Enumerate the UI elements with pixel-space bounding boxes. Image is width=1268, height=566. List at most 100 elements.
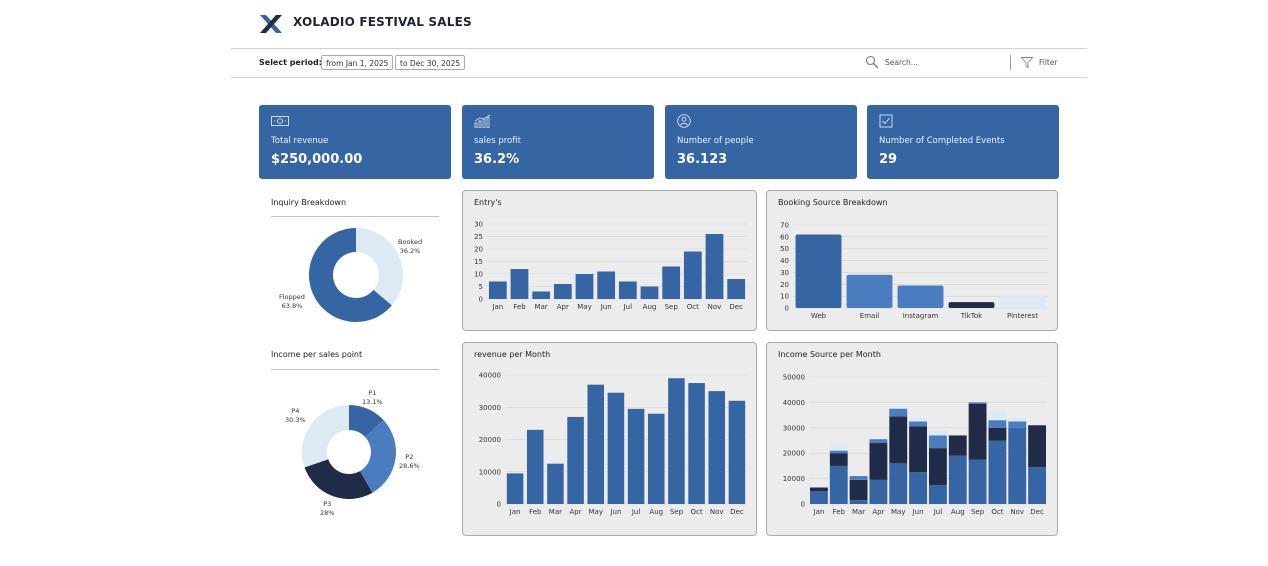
y-tick-label: 30000 <box>783 424 805 432</box>
kpi-sales-profit: sales profit 36.2% <box>462 105 654 179</box>
kpi-label: Total revenue <box>271 136 329 146</box>
bar-segment <box>1028 425 1047 468</box>
bar-segment <box>988 440 1007 504</box>
bar-segment <box>928 430 947 436</box>
bar-segment <box>928 448 947 485</box>
bar-segment <box>909 472 928 504</box>
slice-name: P1 <box>368 389 377 397</box>
growth-chart-icon <box>474 114 491 128</box>
slice-name: P2 <box>405 453 414 461</box>
bar <box>999 296 1046 308</box>
search-icon[interactable] <box>865 55 879 69</box>
x-tick-label: Dec <box>730 508 744 516</box>
slice-percent: 36.2% <box>399 247 421 255</box>
x-tick-label: Aug <box>951 508 965 516</box>
bar-segment <box>869 443 888 480</box>
slice-name: Flopped <box>279 293 305 301</box>
toolbar-separator <box>1010 55 1011 70</box>
x-tick-label: Oct <box>691 508 703 516</box>
x-tick-label: Email <box>860 312 879 320</box>
bar-segment <box>909 426 928 473</box>
bar-segment <box>849 500 868 504</box>
bar-segment <box>829 465 848 504</box>
x-tick-label: Jul <box>933 508 943 516</box>
filter-icon[interactable] <box>1021 57 1033 68</box>
income-source-stacked-chart: 0 10000 20000 30000 40000 50000 Jan Feb Mar Apr Ma… <box>783 374 1047 516</box>
bar-segment <box>988 420 1007 428</box>
y-tick-label: 0 <box>785 305 789 313</box>
x-tick-label: Apr <box>570 508 582 516</box>
kpi-value: 29 <box>879 152 898 167</box>
x-tick-label: Apr <box>557 303 569 311</box>
bar <box>688 383 705 504</box>
slice-percent: 28.6% <box>399 462 420 470</box>
search-input[interactable]: Search... <box>885 58 918 67</box>
person-icon <box>677 114 691 128</box>
x-tick-label: May <box>577 303 591 311</box>
inquiry-donut-chart <box>309 228 403 322</box>
x-tick-label: Apr <box>872 508 884 516</box>
booking-panel: Booking Source Breakdown 0 10 20 30 40 50 60 70… <box>766 190 1058 331</box>
bar <box>488 281 507 299</box>
x-tick-label: Sep <box>665 303 679 311</box>
bar <box>618 281 637 299</box>
bar-segment <box>968 402 987 404</box>
bar-segment <box>948 435 967 456</box>
date-from-field[interactable]: from Jan 1, 2025 <box>321 55 394 70</box>
y-tick-label: 60 <box>780 233 789 241</box>
y-tick-label: 10000 <box>783 475 805 483</box>
income-per-sales-point-title: Income per sales point <box>271 350 363 359</box>
slice-name: P4 <box>291 407 300 415</box>
date-to-field[interactable]: to Dec 30, 2025 <box>395 55 466 70</box>
slice-name: Booked <box>398 238 423 246</box>
x-tick-label: Feb <box>529 508 542 516</box>
bar-segment <box>889 408 908 417</box>
bar <box>547 463 564 504</box>
y-tick-label: 20000 <box>783 450 805 458</box>
bar <box>640 286 659 299</box>
revenue-bar-chart: 0 10000 20000 30000 40000 Jan Feb Mar Apr May Jun J… <box>479 372 747 516</box>
bar-segment <box>909 421 928 427</box>
bar-segment <box>829 453 848 466</box>
bar <box>532 291 551 299</box>
y-tick-label: 40000 <box>479 372 501 380</box>
kpi-number-of-people: Number of people 36.123 <box>665 105 857 179</box>
kpi-label: Number of Completed Events <box>879 136 1005 146</box>
income-label-p1: P1 13.1% <box>362 389 383 407</box>
y-tick-label: 50 <box>780 245 789 253</box>
x-tick-label: Oct <box>991 508 1003 516</box>
y-tick-label: 20 <box>780 281 789 289</box>
x-tick-label: Mar <box>549 508 562 516</box>
income-source-title: Income Source per Month <box>778 350 881 359</box>
bar-segment <box>869 439 888 444</box>
x-tick-label: Web <box>811 312 827 320</box>
x-tick-label: Dec <box>1030 508 1044 516</box>
y-tick-label: 70 <box>780 222 789 230</box>
kpi-value: 36.123 <box>677 152 728 167</box>
bar <box>708 391 726 504</box>
bar <box>587 384 605 504</box>
slice-percent: 30.3% <box>285 416 306 424</box>
bar-segment <box>1008 427 1027 504</box>
bar <box>647 413 665 504</box>
booking-title: Booking Source Breakdown <box>778 198 888 207</box>
y-tick-label: 0 <box>801 501 805 509</box>
header-divider <box>231 48 1087 49</box>
xoladio-logo <box>260 15 282 33</box>
kpi-completed-events: Number of Completed Events 29 <box>867 105 1059 179</box>
bar <box>662 266 681 299</box>
x-tick-label: Nov <box>1010 508 1024 516</box>
x-tick-label: Jan <box>491 303 503 311</box>
donut-slice-flopped <box>309 228 392 322</box>
bar <box>846 274 893 308</box>
revenue-panel: revenue per Month 0 10000 20000 30000 40000 J… <box>462 342 757 536</box>
income-source-panel: Income Source per Month 0 10000 20000 30000… <box>766 342 1058 536</box>
slice-percent: 28% <box>320 509 335 517</box>
filter-button[interactable]: Filter <box>1039 58 1058 67</box>
period-label: Select period: <box>259 58 322 67</box>
bar <box>795 234 842 308</box>
x-tick-label: May <box>589 508 603 516</box>
booking-bar-chart: 0 10 20 30 40 50 60 70 Web Email Instagram TikTok Pi… <box>780 222 1048 320</box>
y-tick-label: 40 <box>780 257 789 265</box>
bar-segment <box>889 416 908 464</box>
